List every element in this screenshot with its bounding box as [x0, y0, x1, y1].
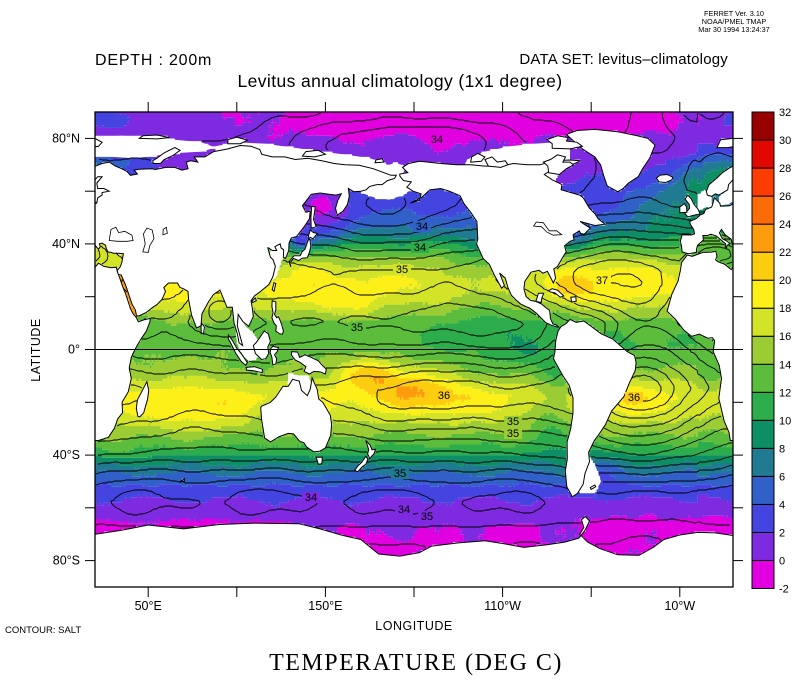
- svg-text:40°N: 40°N: [52, 237, 80, 251]
- svg-text:22: 22: [779, 247, 791, 259]
- svg-text:37: 37: [596, 275, 608, 287]
- svg-text:16: 16: [779, 331, 791, 343]
- svg-text:35: 35: [507, 416, 519, 428]
- svg-text:10°W: 10°W: [664, 599, 695, 613]
- svg-text:14: 14: [779, 359, 791, 371]
- svg-text:35: 35: [351, 322, 363, 334]
- svg-text:110°W: 110°W: [484, 599, 521, 613]
- svg-text:LONGITUDE: LONGITUDE: [375, 619, 452, 633]
- svg-text:-2: -2: [779, 584, 789, 596]
- svg-text:36: 36: [628, 392, 640, 404]
- svg-text:20: 20: [779, 275, 791, 287]
- svg-text:LATITUDE: LATITUDE: [29, 318, 43, 382]
- svg-text:35: 35: [396, 264, 408, 276]
- svg-text:0°: 0°: [68, 343, 80, 357]
- svg-text:35: 35: [507, 428, 519, 440]
- svg-text:CONTOUR: SALT: CONTOUR: SALT: [5, 625, 81, 636]
- svg-text:6: 6: [779, 471, 785, 483]
- svg-text:36: 36: [438, 390, 450, 402]
- svg-text:34: 34: [305, 492, 317, 504]
- svg-text:NOAA/PMEL TMAP: NOAA/PMEL TMAP: [702, 17, 767, 26]
- svg-text:40°S: 40°S: [53, 448, 80, 462]
- svg-text:80°N: 80°N: [52, 131, 80, 145]
- svg-text:Mar 30 1994 13:24:37: Mar 30 1994 13:24:37: [698, 25, 769, 34]
- svg-text:2: 2: [779, 527, 785, 539]
- svg-text:80°S: 80°S: [53, 554, 80, 568]
- svg-text:35: 35: [421, 511, 433, 523]
- svg-text:30: 30: [779, 135, 791, 147]
- svg-text:DEPTH : 200m: DEPTH : 200m: [95, 52, 212, 69]
- svg-text:18: 18: [779, 303, 791, 315]
- svg-text:50°E: 50°E: [135, 599, 162, 613]
- svg-text:34: 34: [398, 504, 410, 516]
- svg-text:34: 34: [416, 221, 428, 233]
- svg-text:0: 0: [779, 556, 785, 568]
- svg-text:DATA SET: levitus–climatology: DATA SET: levitus–climatology: [519, 51, 728, 68]
- svg-text:12: 12: [779, 387, 791, 399]
- svg-text:4: 4: [779, 499, 785, 511]
- svg-text:26: 26: [779, 191, 791, 203]
- svg-text:150°E: 150°E: [308, 599, 342, 613]
- svg-text:Levitus annual climatology (1x: Levitus annual climatology (1x1 degree): [238, 71, 563, 91]
- svg-text:32: 32: [779, 107, 791, 119]
- svg-text:8: 8: [779, 443, 785, 455]
- svg-text:FERRET Ver. 3.10: FERRET Ver. 3.10: [704, 9, 764, 18]
- svg-text:28: 28: [779, 163, 791, 175]
- svg-text:24: 24: [779, 219, 791, 231]
- svg-text:TEMPERATURE (DEG C): TEMPERATURE (DEG C): [269, 650, 563, 676]
- svg-text:34: 34: [414, 242, 426, 254]
- svg-text:35: 35: [394, 468, 406, 480]
- svg-text:34: 34: [431, 134, 443, 146]
- svg-text:10: 10: [779, 415, 791, 427]
